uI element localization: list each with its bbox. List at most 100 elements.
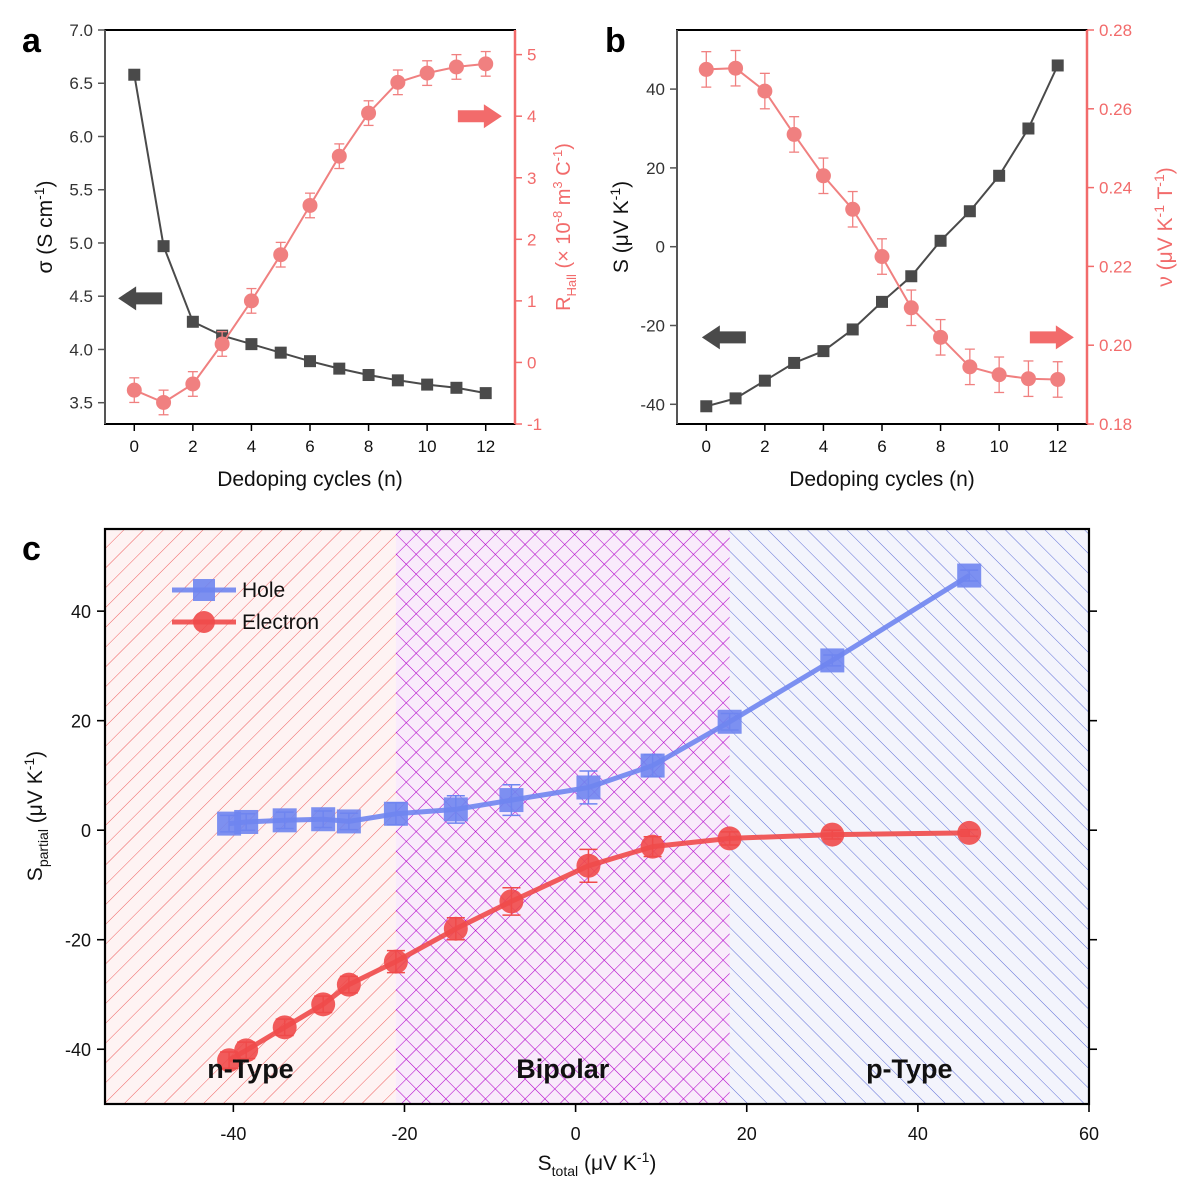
right-tick-label: 0.22 <box>1099 257 1132 276</box>
legend-label-Electron: Electron <box>242 611 319 634</box>
panel-b-left-axis: -40 -20 0 20 40 <box>640 30 678 424</box>
data-point-Electron <box>311 992 336 1017</box>
panel-a-label: a <box>22 22 42 60</box>
arrow-right-icon <box>1029 325 1074 350</box>
data-point-ν <box>874 249 890 265</box>
panel-b: b 0 2 4 6 8 10 12 -40 -20 0 20 40 0.18 0.20 0.22 0.24… <box>605 21 1177 491</box>
panel-c-x-ticks: -40 -20 0 20 40 60 <box>220 1104 1099 1144</box>
arrow-left-icon <box>701 325 746 350</box>
y-tick-label: 0 <box>81 821 91 841</box>
series-line-S <box>706 65 1059 408</box>
region-p-Type-hatch <box>729 529 1089 1104</box>
data-point-Hole <box>234 809 259 834</box>
right-tick-label: 0.18 <box>1099 415 1132 434</box>
panel-b-label: b <box>605 22 626 60</box>
data-point-R_Hall <box>185 376 201 392</box>
data-point-R_Hall <box>156 394 172 410</box>
panel-a: a 0 2 4 6 8 10 12 3.54.04.55.05.56.06.57.0 -10… <box>22 21 579 491</box>
data-point-Hole <box>383 801 408 826</box>
data-point-Electron <box>499 889 524 914</box>
left-tick-label: -20 <box>640 317 665 336</box>
data-point-Hole <box>336 809 361 834</box>
y-tick-label: -20 <box>65 931 91 951</box>
data-point-R_Hall <box>214 336 230 352</box>
x-tick-label: 6 <box>877 437 886 456</box>
panel-b-arrows <box>701 325 1074 350</box>
left-tick-label: 4.5 <box>69 287 93 306</box>
panel-a-left-axis: 3.5 4.0 4.5 5.0 5.5 6.0 6.5 7.0 <box>69 21 106 424</box>
x-tick-label: 2 <box>760 437 769 456</box>
x-tick-label: 2 <box>188 437 197 456</box>
data-point-Hole <box>717 709 742 734</box>
panel-b-right-axis-label: ν (μV K-1 T-1) <box>1151 167 1177 286</box>
panel-c-x-axis-label: Stotal (μV K-1) <box>538 1149 657 1179</box>
data-point-ν <box>933 329 949 345</box>
panel-b-x-ticks: 0 2 4 6 8 10 12 <box>702 424 1067 456</box>
left-tick-label: 4.0 <box>69 340 93 359</box>
x-tick-label: 8 <box>364 437 373 456</box>
left-tick-label: 0 <box>656 238 665 257</box>
data-point-Electron <box>234 1038 259 1063</box>
left-tick-label: 20 <box>646 159 665 178</box>
data-point-R_Hall <box>361 105 377 121</box>
data-point-σ <box>421 378 434 391</box>
data-point-Electron <box>443 916 468 941</box>
panel-a-right-axis-label: RHall (× 10-8 m3 C-1) <box>550 143 579 311</box>
data-point-ν <box>728 60 744 76</box>
data-point-Electron <box>576 853 601 878</box>
panel-c-y-axis-label: Spartial (μV K-1) <box>21 751 51 881</box>
panel-b-plot-frame <box>676 29 1088 425</box>
data-point-S <box>1022 122 1035 135</box>
data-point-Electron <box>272 1015 297 1040</box>
data-point-S <box>817 345 830 358</box>
data-point-σ <box>128 68 141 81</box>
y-tick-label: 20 <box>71 712 91 732</box>
data-point-ν <box>903 300 919 316</box>
panel-a-right-axis: -1 0 1 2 3 4 5 <box>513 30 542 434</box>
data-point-σ <box>245 338 258 351</box>
data-point-ν <box>757 83 773 99</box>
region-label-Bipolar: Bipolar <box>516 1054 610 1084</box>
x-tick-label: 4 <box>247 437 256 456</box>
left-tick-label: 6.5 <box>69 74 93 93</box>
data-point-ν <box>698 61 714 77</box>
x-tick-label: 12 <box>476 437 495 456</box>
left-tick-label: -40 <box>640 395 665 414</box>
region-label-n-Type: n-Type <box>207 1054 294 1084</box>
data-point-Electron <box>383 949 408 974</box>
x-tick-label: 4 <box>819 437 828 456</box>
right-tick-label: -1 <box>527 415 542 434</box>
data-point-R_Hall <box>331 148 347 164</box>
y-tick-label: 40 <box>71 602 91 622</box>
data-point-R_Hall <box>243 293 259 309</box>
data-point-σ <box>186 315 199 328</box>
data-point-S <box>846 323 859 336</box>
panel-b-series <box>698 49 1066 413</box>
x-tick-label: 0 <box>130 437 139 456</box>
data-point-R_Hall <box>419 65 435 81</box>
data-point-σ <box>391 374 404 387</box>
left-tick-label: 5.5 <box>69 181 93 200</box>
right-tick-label: 0.28 <box>1099 21 1132 40</box>
legend-marker-Hole <box>193 579 215 601</box>
right-tick-label: 0.26 <box>1099 100 1132 119</box>
data-point-Hole <box>443 797 468 822</box>
data-point-σ <box>274 346 287 359</box>
data-point-Electron <box>717 826 742 851</box>
data-point-S <box>729 392 742 405</box>
data-point-σ <box>479 387 492 400</box>
data-point-Hole <box>272 808 297 833</box>
legend-label-Hole: Hole <box>242 579 285 602</box>
right-tick-label: 1 <box>527 292 536 311</box>
left-tick-label: 40 <box>646 80 665 99</box>
data-point-R_Hall <box>478 56 494 72</box>
x-tick-label: 0 <box>702 437 711 456</box>
data-point-Electron <box>957 820 982 845</box>
x-tick-label: -40 <box>220 1124 246 1144</box>
region-label-p-Type: p-Type <box>866 1054 953 1084</box>
left-tick-label: 7.0 <box>69 21 93 40</box>
data-point-R_Hall <box>448 59 464 75</box>
x-tick-label: 60 <box>1079 1124 1099 1144</box>
x-tick-label: -20 <box>391 1124 417 1144</box>
panel-c-series <box>217 563 982 1073</box>
